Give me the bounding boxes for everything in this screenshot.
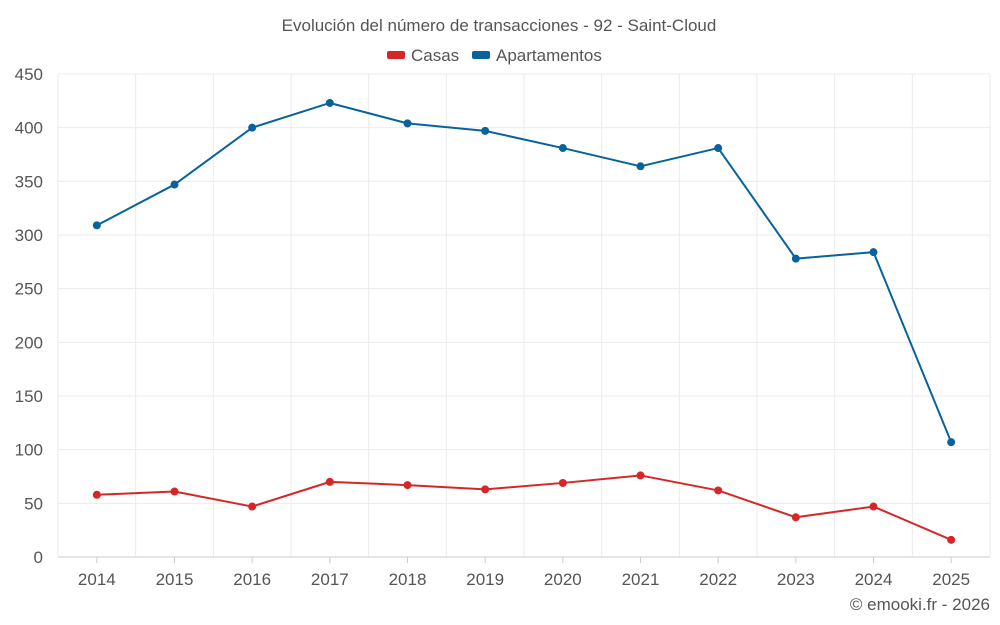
data-point-casas[interactable] (403, 481, 412, 490)
data-point-casas[interactable] (325, 477, 334, 486)
legend: Casas Apartamentos (387, 46, 602, 65)
legend-label-apartamentos: Apartamentos (496, 46, 602, 65)
data-point-apartamentos[interactable] (869, 248, 878, 257)
data-point-apartamentos[interactable] (947, 438, 956, 447)
data-point-apartamentos[interactable] (92, 221, 101, 230)
y-axis: 0 50 100 150 200 250 300 350 400 450 (15, 65, 43, 567)
data-point-apartamentos[interactable] (170, 180, 179, 189)
x-tick-label: 2017 (311, 570, 349, 589)
data-point-apartamentos[interactable] (481, 126, 490, 135)
y-tick-label: 0 (34, 548, 43, 567)
data-point-casas[interactable] (636, 471, 645, 480)
legend-swatch-casas (387, 51, 405, 59)
legend-label-casas: Casas (411, 46, 459, 65)
data-point-casas[interactable] (869, 502, 878, 511)
y-tick-label: 350 (15, 172, 43, 191)
x-tick-label: 2016 (233, 570, 271, 589)
x-tick-label: 2023 (777, 570, 815, 589)
series (92, 98, 956, 544)
data-point-apartamentos[interactable] (791, 254, 800, 263)
data-point-casas[interactable] (248, 502, 257, 511)
data-point-casas[interactable] (481, 485, 490, 494)
series-casas (92, 471, 956, 544)
legend-item-apartamentos[interactable]: Apartamentos (472, 46, 602, 65)
y-tick-label: 50 (24, 494, 43, 513)
y-tick-label: 300 (15, 226, 43, 245)
data-point-casas[interactable] (947, 535, 956, 544)
x-tick-label: 2022 (699, 570, 737, 589)
y-tick-label: 250 (15, 280, 43, 299)
data-point-apartamentos[interactable] (636, 162, 645, 171)
series-line-apartamentos (96, 101, 953, 443)
x-tick-label: 2020 (544, 570, 582, 589)
data-point-apartamentos[interactable] (325, 98, 334, 107)
x-tick-label: 2018 (389, 570, 427, 589)
x-tick-label: 2014 (78, 570, 116, 589)
data-point-apartamentos[interactable] (248, 123, 257, 132)
credit-text: © emooki.fr - 2026 (850, 595, 990, 614)
data-point-casas[interactable] (558, 478, 567, 487)
x-tick-label: 2021 (622, 570, 660, 589)
y-tick-label: 150 (15, 387, 43, 406)
data-point-apartamentos[interactable] (714, 144, 723, 153)
data-point-casas[interactable] (92, 490, 101, 499)
x-axis: 2014 2015 2016 2017 2018 2019 2020 2021 2022 2023… (58, 556, 990, 589)
x-tick-label: 2015 (156, 570, 194, 589)
x-tick-label: 2024 (855, 570, 893, 589)
legend-item-casas[interactable]: Casas (387, 46, 459, 65)
series-line-casas (96, 474, 952, 541)
y-tick-label: 200 (15, 333, 43, 352)
x-tick-label: 2025 (932, 570, 970, 589)
y-tick-label: 450 (15, 65, 43, 84)
data-point-casas[interactable] (714, 486, 723, 495)
legend-swatch-apartamentos (472, 51, 490, 59)
data-point-apartamentos[interactable] (558, 144, 567, 153)
chart-title: Evolución del número de transacciones - … (282, 16, 717, 35)
x-tick-label: 2019 (466, 570, 504, 589)
series-apartamentos (92, 98, 956, 447)
gridlines (57, 73, 991, 557)
data-point-casas[interactable] (170, 487, 179, 496)
data-point-apartamentos[interactable] (403, 119, 412, 128)
data-point-casas[interactable] (791, 513, 800, 522)
y-tick-label: 100 (15, 441, 43, 460)
y-tick-label: 400 (15, 119, 43, 138)
